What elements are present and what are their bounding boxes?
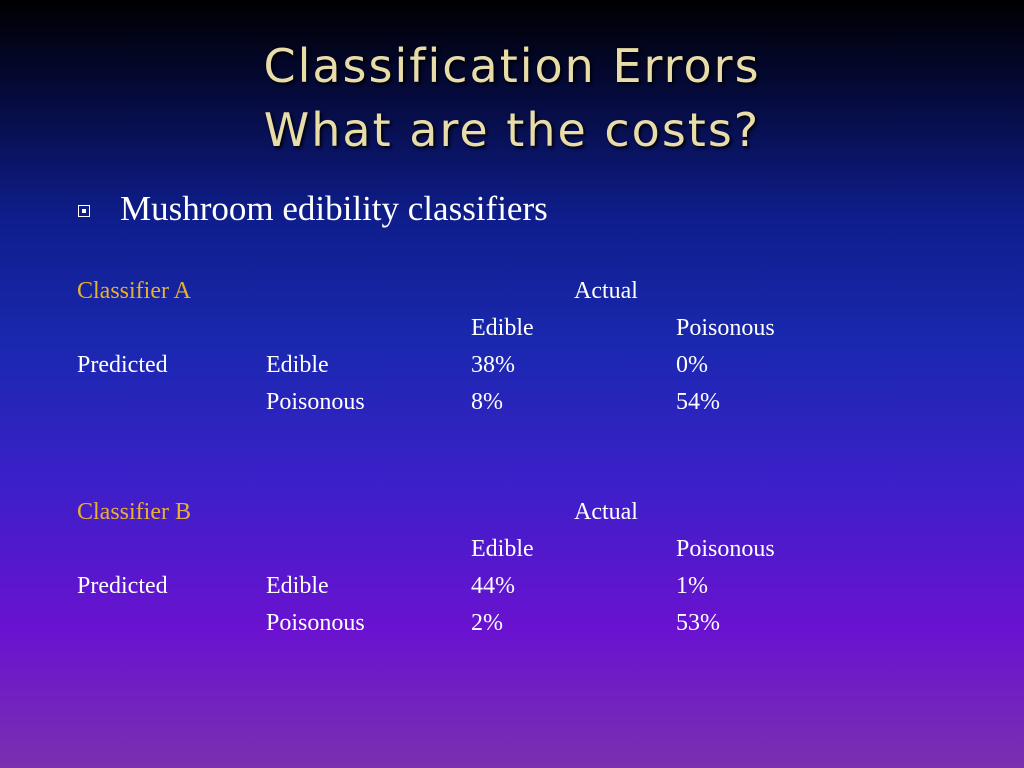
classifier-b-row-poisonous-label: Poisonous bbox=[266, 610, 365, 636]
square-bullet-icon bbox=[78, 205, 90, 217]
classifier-b-cell-edible-poisonous: 1% bbox=[676, 573, 708, 599]
classifier-a-predicted-label: Predicted bbox=[77, 352, 168, 378]
classifier-a-label: Classifier A bbox=[77, 278, 191, 304]
classifier-b-actual-label: Actual bbox=[574, 499, 638, 525]
classifier-b-cell-poisonous-edible: 2% bbox=[471, 610, 503, 636]
classifier-a-actual-label: Actual bbox=[574, 278, 638, 304]
classifier-b-cell-poisonous-poisonous: 53% bbox=[676, 610, 720, 636]
classifier-b-predicted-label: Predicted bbox=[77, 573, 168, 599]
classifier-a-cell-edible-edible: 38% bbox=[471, 352, 515, 378]
classifier-a-cell-poisonous-edible: 8% bbox=[471, 389, 503, 415]
classifier-b-cell-edible-edible: 44% bbox=[471, 573, 515, 599]
classifier-b-row-edible-label: Edible bbox=[266, 573, 329, 599]
title-line-2: What are the costs? bbox=[263, 103, 761, 157]
classifier-b-label: Classifier B bbox=[77, 499, 191, 525]
title-line-1: Classification Errors bbox=[263, 39, 761, 93]
slide-title: Classification Errors What are the costs… bbox=[0, 34, 1024, 162]
bullet-item: Mushroom edibility classifiers bbox=[78, 186, 548, 232]
classifier-a-row-poisonous-label: Poisonous bbox=[266, 389, 365, 415]
bullet-text: Mushroom edibility classifiers bbox=[120, 189, 548, 228]
classifier-a-cell-poisonous-poisonous: 54% bbox=[676, 389, 720, 415]
classifier-a-col-poisonous: Poisonous bbox=[676, 315, 775, 341]
classifier-b-col-poisonous: Poisonous bbox=[676, 536, 775, 562]
classifier-a-col-edible: Edible bbox=[471, 315, 534, 341]
classifier-a-cell-edible-poisonous: 0% bbox=[676, 352, 708, 378]
classifier-a-row-edible-label: Edible bbox=[266, 352, 329, 378]
classifier-b-col-edible: Edible bbox=[471, 536, 534, 562]
